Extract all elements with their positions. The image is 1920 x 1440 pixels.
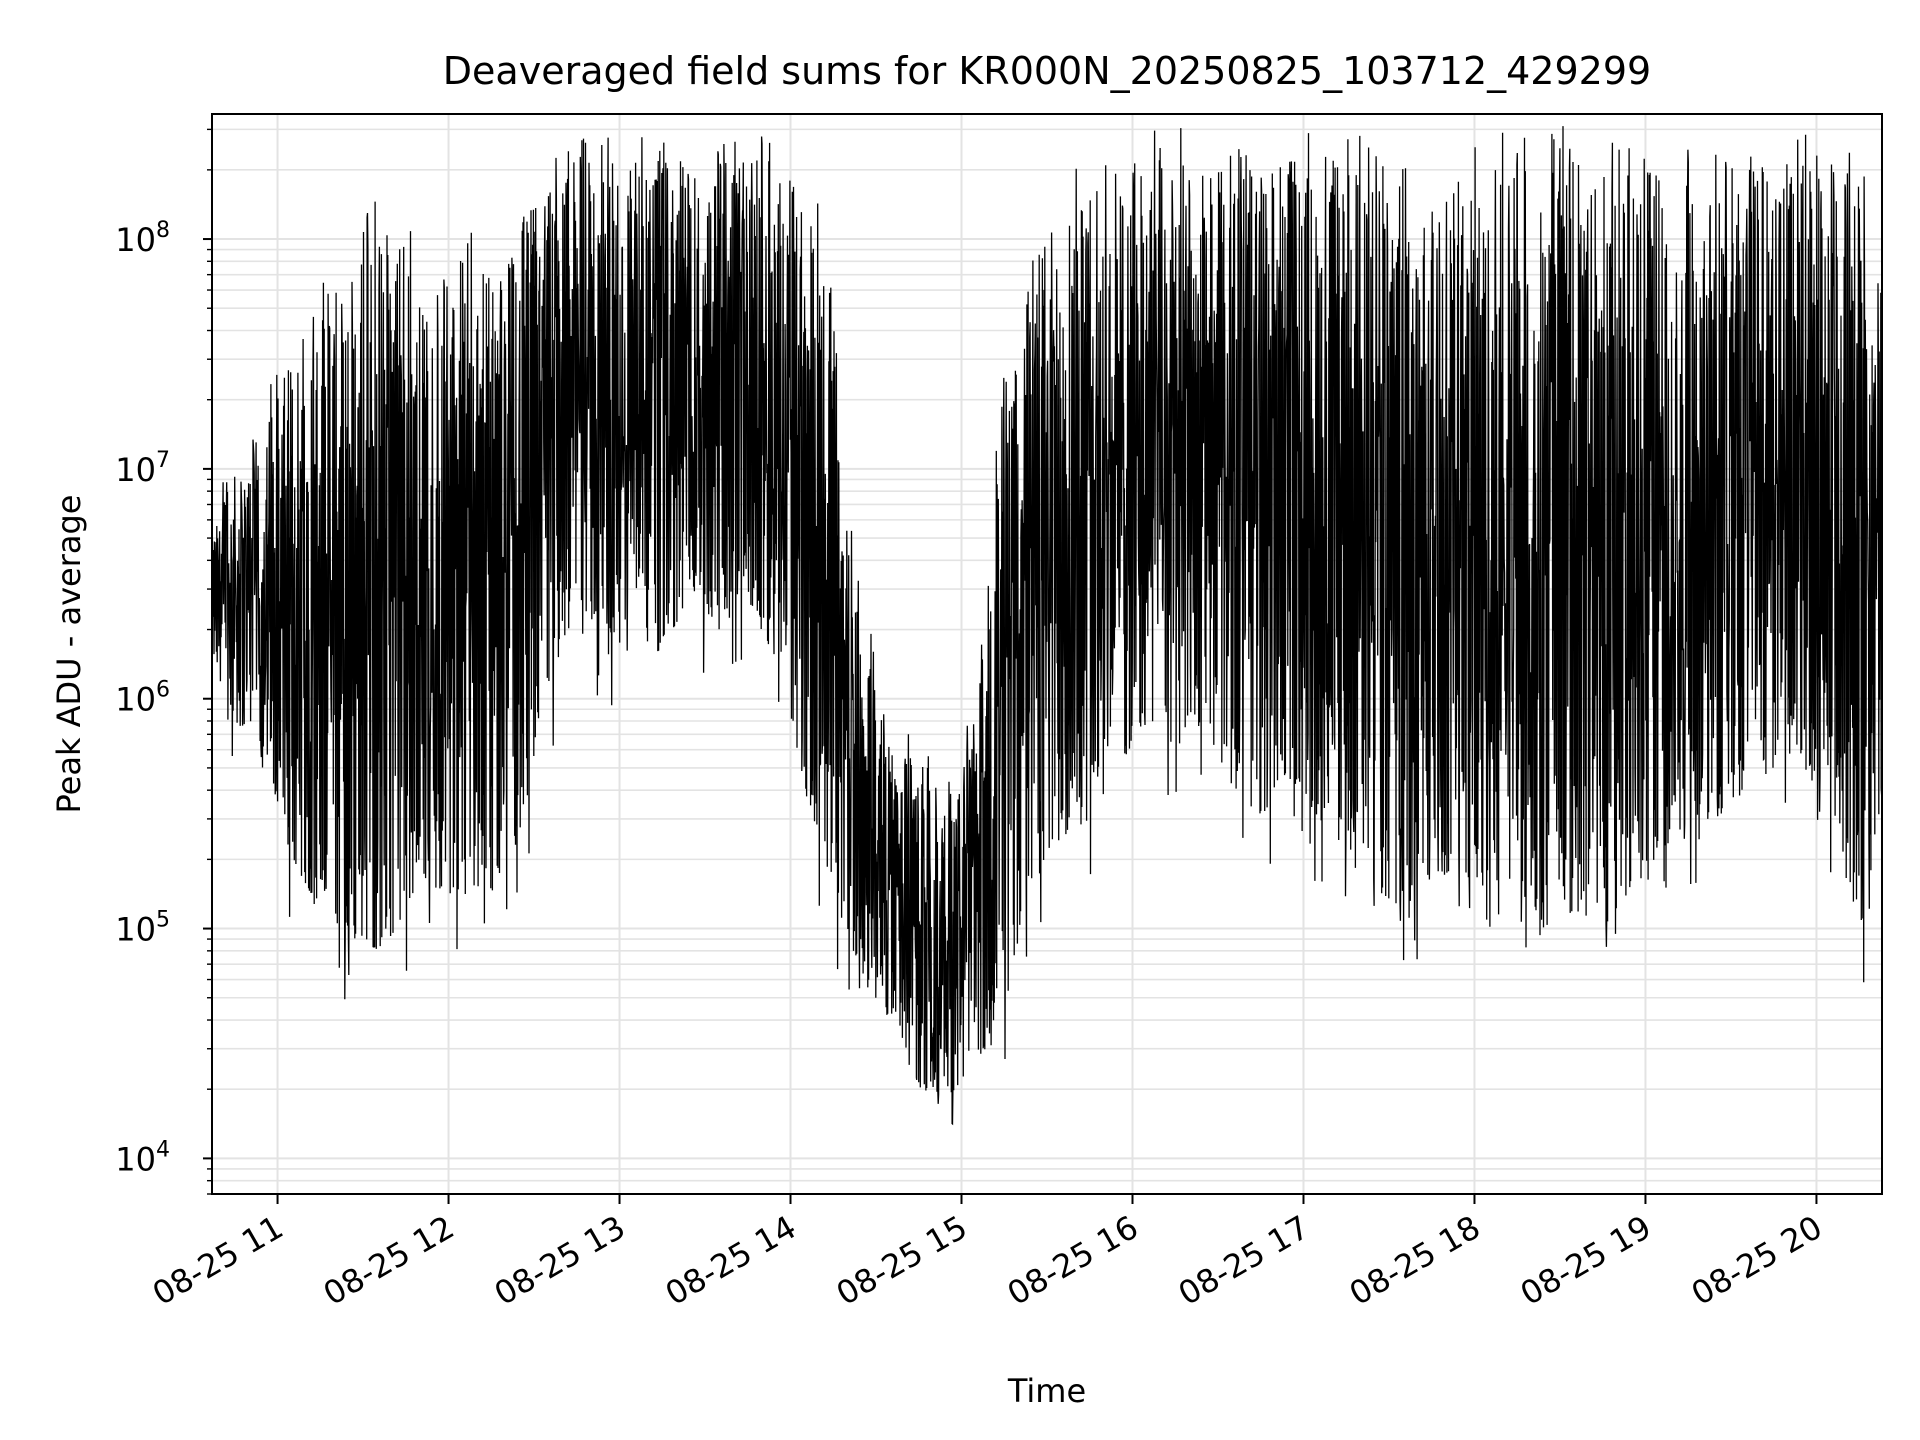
data-series	[211, 126, 1883, 1126]
y-tick-label: 105	[115, 908, 170, 949]
plot-frame	[211, 113, 1883, 1195]
y-tick-exponent: 5	[156, 908, 170, 933]
y-tick-mantissa: 10	[115, 221, 156, 259]
x-axis-label: Time	[1007, 1372, 1086, 1410]
series-line	[211, 126, 1883, 1126]
y-tick-mantissa: 10	[115, 681, 156, 719]
chart-title: Deaveraged field sums for KR000N_2025082…	[443, 49, 1651, 93]
y-tick-mantissa: 10	[115, 451, 156, 489]
y-tick-exponent: 8	[156, 218, 170, 243]
y-tick-exponent: 7	[156, 448, 170, 473]
y-tick-exponent: 4	[156, 1137, 170, 1162]
y-tick-exponent: 6	[156, 678, 170, 703]
y-tick-mantissa: 10	[115, 911, 156, 949]
y-tick-label: 108	[115, 218, 170, 259]
y-tick-label: 104	[115, 1137, 170, 1178]
y-tick-label: 107	[115, 448, 170, 489]
y-tick-label: 106	[115, 678, 170, 719]
y-axis-label: Peak ADU - average	[50, 495, 88, 814]
y-tick-mantissa: 10	[115, 1140, 156, 1178]
